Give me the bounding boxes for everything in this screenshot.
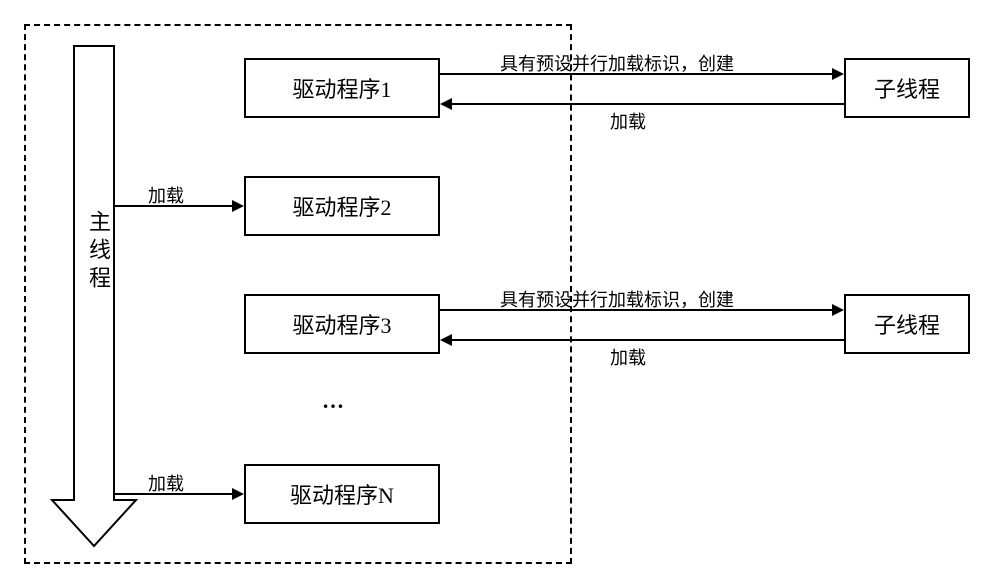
edge-label-load: 加载: [148, 182, 184, 208]
edge-label-load: 加载: [148, 470, 184, 496]
driver-box-n: 驱动程序N: [244, 464, 440, 524]
driver-box-2: 驱动程序2: [244, 176, 440, 236]
ellipsis: …: [322, 388, 346, 414]
driver-box-3: 驱动程序3: [244, 294, 440, 354]
edge-label-load: 加载: [610, 344, 646, 370]
edge-label-create: 具有预设并行加载标识，创建: [500, 50, 734, 76]
driver-label: 驱动程序1: [292, 72, 391, 104]
driver-box-1: 驱动程序1: [244, 58, 440, 118]
driver-label: 驱动程序N: [290, 478, 394, 510]
child-thread-label: 子线程: [874, 308, 940, 340]
child-thread-box-2: 子线程: [844, 294, 970, 354]
main-thread-label: 主线程: [82, 210, 114, 294]
diagram-canvas: 主线程 驱动程序1 驱动程序2 驱动程序3 驱动程序N … 子线程 子线程 加载…: [10, 10, 990, 578]
child-thread-box-1: 子线程: [844, 58, 970, 118]
edge-label-create: 具有预设并行加载标识，创建: [500, 286, 734, 312]
edge-label-load: 加载: [610, 108, 646, 134]
driver-label: 驱动程序2: [292, 190, 391, 222]
driver-label: 驱动程序3: [292, 308, 391, 340]
child-thread-label: 子线程: [874, 72, 940, 104]
